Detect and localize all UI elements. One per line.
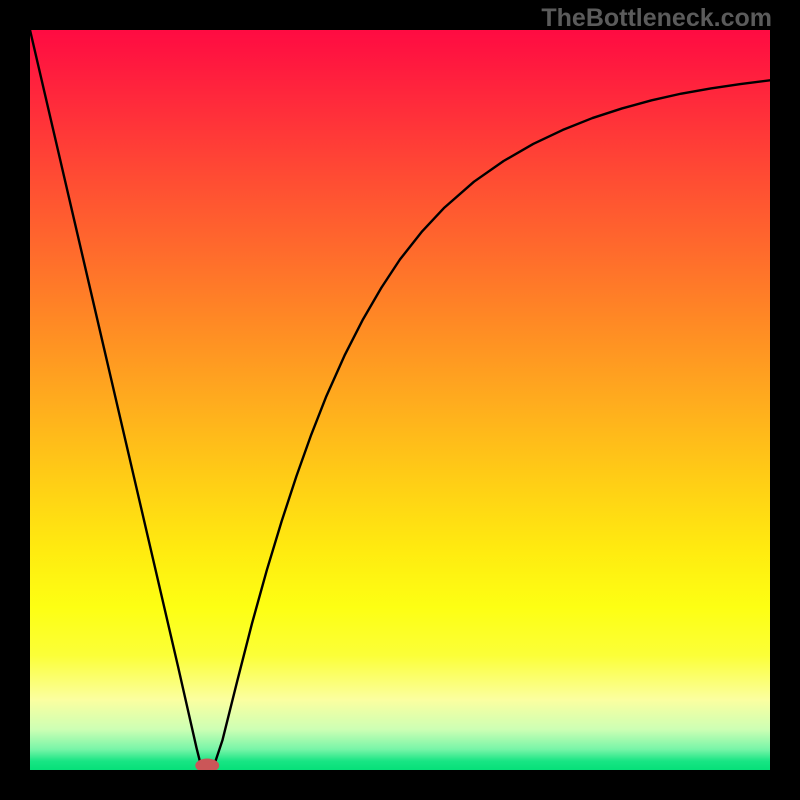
chart-container: TheBottleneck.com	[0, 0, 800, 800]
bottleneck-chart	[0, 0, 800, 800]
watermark-text: TheBottleneck.com	[541, 4, 772, 33]
plot-gradient-background	[30, 30, 770, 770]
